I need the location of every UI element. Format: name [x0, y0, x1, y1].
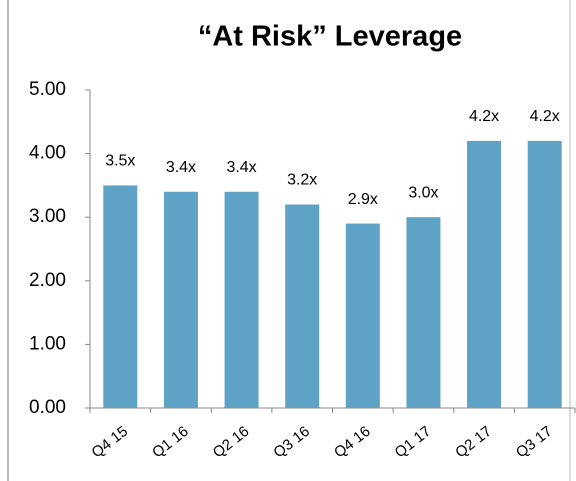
bar [406, 217, 441, 408]
y-tick-label: 2.00 [29, 270, 66, 291]
value-label: 2.9x [348, 191, 378, 208]
y-tick-label: 3.00 [29, 206, 66, 227]
bar [467, 140, 502, 408]
x-tick-label: Q1 17 [392, 423, 435, 462]
value-label: 4.2x [469, 108, 499, 125]
x-tick-label: Q2 16 [210, 423, 253, 462]
y-tick-label: 1.00 [29, 333, 66, 354]
x-tick-label: Q4 15 [89, 423, 132, 462]
bar [163, 191, 198, 408]
y-tick-label: 5.00 [29, 79, 66, 100]
value-label: 3.4x [166, 159, 196, 176]
value-label: 3.2x [287, 172, 317, 189]
x-tick-label: Q3 16 [270, 423, 313, 462]
value-label: 3.4x [226, 159, 256, 176]
value-label: 4.2x [530, 108, 560, 125]
x-tick-label: Q1 16 [149, 423, 192, 462]
chart-title: “At Risk” Leverage [198, 21, 462, 53]
x-tick-label: Q4 16 [331, 423, 374, 462]
x-tick-label: Q3 17 [513, 423, 556, 462]
bar [527, 140, 562, 408]
y-tick-label: 4.00 [29, 143, 66, 164]
bar [345, 223, 380, 408]
value-label: 3.5x [105, 153, 135, 170]
bar [103, 185, 138, 408]
value-label: 3.0x [408, 184, 438, 201]
bar [285, 204, 320, 408]
x-tick-label: Q2 17 [452, 423, 495, 462]
bar [224, 191, 259, 408]
y-tick-label: 0.00 [29, 397, 66, 418]
